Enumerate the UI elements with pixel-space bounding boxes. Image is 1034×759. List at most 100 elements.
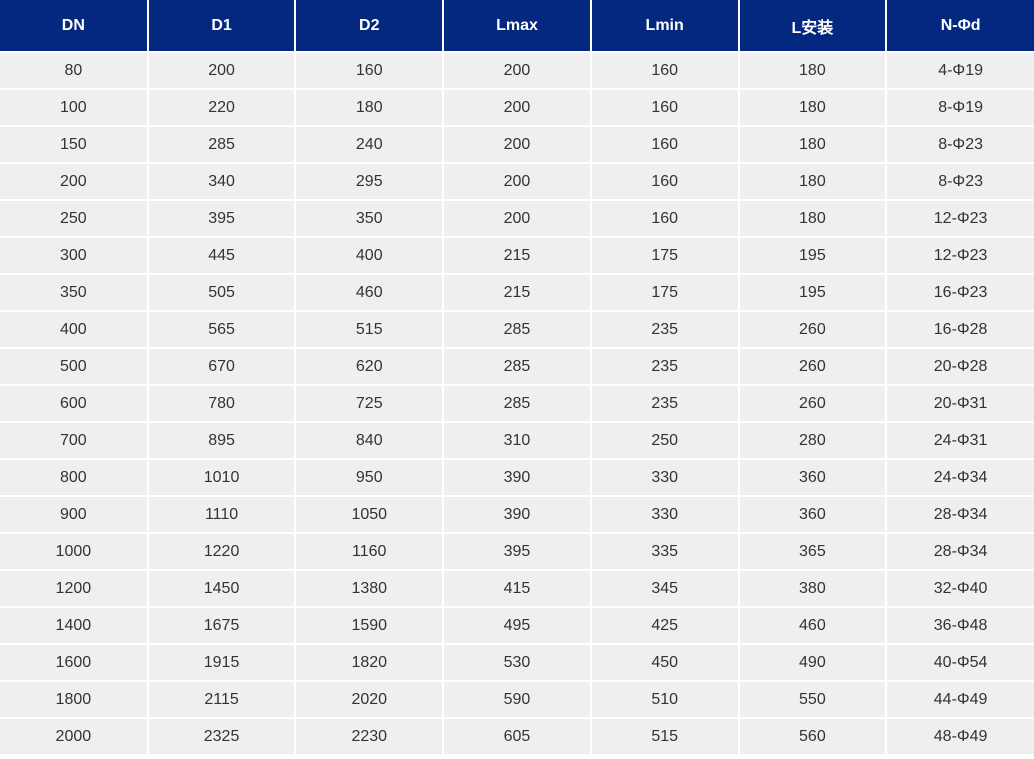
table-cell: 285 <box>442 347 592 386</box>
table-cell: 1590 <box>294 606 445 645</box>
column-header: D1 <box>146 0 297 53</box>
table-cell: 330 <box>589 495 740 534</box>
table-cell: 215 <box>442 236 592 275</box>
table-row: 350 505 460 215 175 195 16-Φ23 <box>0 273 1034 312</box>
table-cell: 950 <box>294 458 445 497</box>
column-header: DN <box>0 0 149 53</box>
table-cell: 330 <box>589 458 740 497</box>
table-cell: 395 <box>146 199 297 238</box>
table-cell: 180 <box>737 88 888 127</box>
table-cell: 900 <box>0 495 149 534</box>
table-cell: 2230 <box>294 717 445 756</box>
table-cell: 235 <box>589 347 740 386</box>
table-cell: 2000 <box>0 717 149 756</box>
table-cell: 200 <box>442 199 592 238</box>
table-cell: 350 <box>294 199 445 238</box>
table-cell: 4-Φ19 <box>885 51 1034 90</box>
table-row: 1600 1915 1820 530 450 490 40-Φ54 <box>0 643 1034 682</box>
table-cell: 1675 <box>146 606 297 645</box>
table-row: 200 340 295 200 160 180 8-Φ23 <box>0 162 1034 201</box>
table-cell: 495 <box>442 606 592 645</box>
table-cell: 550 <box>737 680 888 719</box>
table-cell: 445 <box>146 236 297 275</box>
table-cell: 200 <box>0 162 149 201</box>
table-cell: 12-Φ23 <box>885 199 1034 238</box>
table-cell: 345 <box>589 569 740 608</box>
table-cell: 150 <box>0 125 149 164</box>
table-cell: 160 <box>589 125 740 164</box>
column-header: D2 <box>294 0 445 53</box>
table-cell: 1450 <box>146 569 297 608</box>
table-cell: 895 <box>146 421 297 460</box>
table-row: 250 395 350 200 160 180 12-Φ23 <box>0 199 1034 238</box>
table-cell: 1400 <box>0 606 149 645</box>
table-cell: 240 <box>294 125 445 164</box>
table-cell: 44-Φ49 <box>885 680 1034 719</box>
table-cell: 500 <box>0 347 149 386</box>
table-cell: 235 <box>589 384 740 423</box>
column-header: Lmin <box>589 0 740 53</box>
table-cell: 725 <box>294 384 445 423</box>
table-cell: 1110 <box>146 495 297 534</box>
table-row: 1400 1675 1590 495 425 460 36-Φ48 <box>0 606 1034 645</box>
table-cell: 160 <box>294 51 445 90</box>
table-row: 2000 2325 2230 605 515 560 48-Φ49 <box>0 717 1034 756</box>
table-cell: 505 <box>146 273 297 312</box>
table-cell: 350 <box>0 273 149 312</box>
table-cell: 180 <box>737 162 888 201</box>
table-cell: 415 <box>442 569 592 608</box>
table-cell: 670 <box>146 347 297 386</box>
table-row: 600 780 725 285 235 260 20-Φ31 <box>0 384 1034 423</box>
table-cell: 1800 <box>0 680 149 719</box>
table-row: 150 285 240 200 160 180 8-Φ23 <box>0 125 1034 164</box>
table-cell: 400 <box>0 310 149 349</box>
table-cell: 200 <box>442 162 592 201</box>
table-cell: 450 <box>589 643 740 682</box>
table-cell: 515 <box>294 310 445 349</box>
table-cell: 175 <box>589 273 740 312</box>
table-cell: 460 <box>737 606 888 645</box>
table-cell: 365 <box>737 532 888 571</box>
table-cell: 32-Φ40 <box>885 569 1034 608</box>
table-row: 900 1110 1050 390 330 360 28-Φ34 <box>0 495 1034 534</box>
table-cell: 380 <box>737 569 888 608</box>
table-cell: 235 <box>589 310 740 349</box>
header-row: DN D1 D2 Lmax Lmin L安装 N-Φd <box>0 0 1034 53</box>
table-cell: 400 <box>294 236 445 275</box>
table-row: 1800 2115 2020 590 510 550 44-Φ49 <box>0 680 1034 719</box>
table-cell: 285 <box>442 310 592 349</box>
table-cell: 260 <box>737 310 888 349</box>
table-cell: 200 <box>442 88 592 127</box>
table-cell: 395 <box>442 532 592 571</box>
table-cell: 295 <box>294 162 445 201</box>
table-cell: 1000 <box>0 532 149 571</box>
table-cell: 390 <box>442 495 592 534</box>
table-cell: 1220 <box>146 532 297 571</box>
table-cell: 175 <box>589 236 740 275</box>
table-cell: 180 <box>294 88 445 127</box>
table-row: 300 445 400 215 175 195 12-Φ23 <box>0 236 1034 275</box>
table-row: 80 200 160 200 160 180 4-Φ19 <box>0 51 1034 90</box>
table-cell: 28-Φ34 <box>885 495 1034 534</box>
table-cell: 425 <box>589 606 740 645</box>
table-cell: 215 <box>442 273 592 312</box>
table-cell: 48-Φ49 <box>885 717 1034 756</box>
table-cell: 620 <box>294 347 445 386</box>
table-cell: 700 <box>0 421 149 460</box>
column-header: N-Φd <box>885 0 1034 53</box>
table-cell: 340 <box>146 162 297 201</box>
table-cell: 600 <box>0 384 149 423</box>
table-cell: 285 <box>146 125 297 164</box>
table-cell: 20-Φ28 <box>885 347 1034 386</box>
table-cell: 285 <box>442 384 592 423</box>
table-cell: 180 <box>737 125 888 164</box>
table-cell: 800 <box>0 458 149 497</box>
table-cell: 8-Φ23 <box>885 125 1034 164</box>
table-cell: 200 <box>146 51 297 90</box>
table-cell: 300 <box>0 236 149 275</box>
table-body: 80 200 160 200 160 180 4-Φ19 100 220 180 200 160 180… <box>0 51 1034 756</box>
table-cell: 1010 <box>146 458 297 497</box>
table-cell: 160 <box>589 199 740 238</box>
table-cell: 36-Φ48 <box>885 606 1034 645</box>
